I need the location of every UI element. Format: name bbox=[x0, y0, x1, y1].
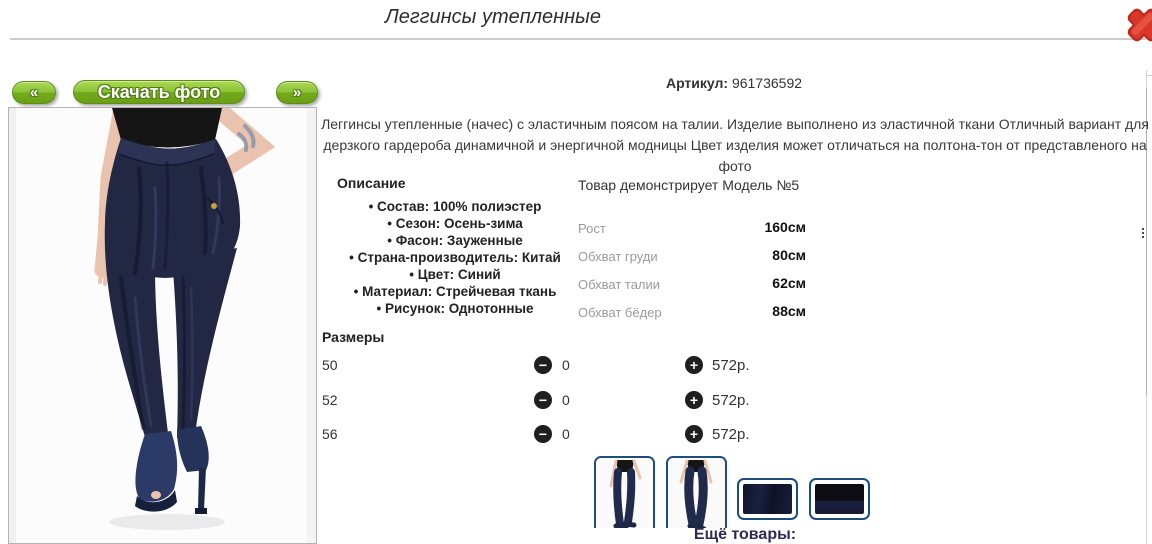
product-photo[interactable] bbox=[8, 107, 317, 544]
plus-circle-icon[interactable] bbox=[685, 391, 703, 409]
model-note: Товар демонстрирует Модель №5 bbox=[578, 177, 800, 193]
next-photo-button[interactable]: » bbox=[276, 81, 318, 104]
quantity-value: 0 bbox=[562, 392, 570, 408]
size-row: 52 0 572р. bbox=[322, 391, 802, 411]
close-icon[interactable] bbox=[1122, 3, 1152, 47]
thumbnail-fabric-navy[interactable] bbox=[737, 478, 798, 520]
price-label: 572р. bbox=[712, 426, 750, 443]
spec-item: Страна-производитель: Китай bbox=[330, 249, 580, 266]
size-row: 56 0 572р. bbox=[322, 425, 802, 445]
article-number: Артикул: 961736592 bbox=[320, 75, 1148, 91]
measurements-table: Рост 160см Обхват груди 80см Обхват тали… bbox=[578, 214, 806, 326]
measurement-value: 160см bbox=[764, 219, 806, 235]
quantity-value: 0 bbox=[562, 426, 570, 442]
sizes-title: Размеры bbox=[322, 329, 385, 345]
right-panel-divider-top bbox=[1146, 75, 1152, 76]
size-row: 50 0 572р. bbox=[322, 356, 802, 376]
measurement-row: Обхват бёдер 88см bbox=[578, 298, 806, 326]
specs-list: Состав: 100% полиэстер Сезон: Осень-зима… bbox=[330, 198, 580, 317]
model-photo-illustration bbox=[9, 108, 316, 543]
more-products-title: Ещё товары: bbox=[693, 526, 797, 543]
thumbnail-fabric-black[interactable] bbox=[809, 478, 870, 520]
plus-circle-icon[interactable] bbox=[685, 425, 703, 443]
measurement-label: Обхват талии bbox=[578, 277, 661, 292]
size-label: 56 bbox=[322, 426, 338, 442]
spec-item: Фасон: Зауженные bbox=[330, 232, 580, 249]
fabric-closeup-black bbox=[815, 484, 864, 514]
download-photo-button[interactable]: Скачать фото bbox=[73, 80, 245, 104]
model-front-photo bbox=[596, 458, 653, 528]
prev-photo-button[interactable]: « bbox=[12, 81, 56, 104]
size-label: 52 bbox=[322, 392, 338, 408]
spec-item: Цвет: Синий bbox=[330, 266, 580, 283]
size-label: 50 bbox=[322, 357, 338, 373]
measurement-row: Обхват груди 80см bbox=[578, 242, 806, 270]
spec-item: Материал: Стрейчевая ткань bbox=[330, 283, 580, 300]
measurement-label: Обхват бёдер bbox=[578, 305, 662, 320]
measurement-value: 80см bbox=[772, 247, 806, 263]
model-back-photo bbox=[668, 458, 725, 528]
thumbnail-model-front[interactable] bbox=[594, 456, 655, 528]
spec-item: Состав: 100% полиэстер bbox=[330, 198, 580, 215]
product-description: Леггинсы утепленные (начес) с эластичным… bbox=[321, 116, 1149, 174]
measurement-row: Рост 160см bbox=[578, 214, 806, 242]
measurement-label: Обхват груди bbox=[578, 249, 658, 264]
measurement-value: 62см bbox=[772, 275, 806, 291]
spec-item: Рисунок: Однотонные bbox=[330, 300, 580, 317]
fabric-closeup-navy bbox=[743, 484, 792, 514]
measurement-row: Обхват талии 62см bbox=[578, 270, 806, 298]
article-label: Артикул: bbox=[665, 75, 729, 91]
article-value: 961736592 bbox=[731, 75, 803, 91]
specs-block: Описание Состав: 100% полиэстер Сезон: О… bbox=[330, 175, 580, 317]
price-label: 572р. bbox=[712, 357, 750, 374]
spec-item: Сезон: Осень-зима bbox=[330, 215, 580, 232]
specs-title: Описание bbox=[337, 175, 406, 191]
divider-grip-handle[interactable] bbox=[1142, 228, 1144, 230]
measurement-label: Рост bbox=[578, 221, 606, 236]
plus-circle-icon[interactable] bbox=[685, 356, 703, 374]
quantity-value: 0 bbox=[562, 357, 570, 373]
red-cross-icon bbox=[1127, 8, 1152, 42]
minus-circle-icon[interactable] bbox=[534, 425, 552, 443]
right-panel-divider-dark bbox=[1146, 88, 1147, 395]
thumbnail-model-back[interactable] bbox=[666, 456, 727, 528]
price-label: 572р. bbox=[712, 392, 750, 409]
page-title: Леггинсы утепленные bbox=[384, 6, 602, 28]
header-divider bbox=[10, 38, 1146, 40]
measurement-value: 88см bbox=[772, 303, 806, 319]
minus-circle-icon[interactable] bbox=[534, 391, 552, 409]
minus-circle-icon[interactable] bbox=[534, 356, 552, 374]
